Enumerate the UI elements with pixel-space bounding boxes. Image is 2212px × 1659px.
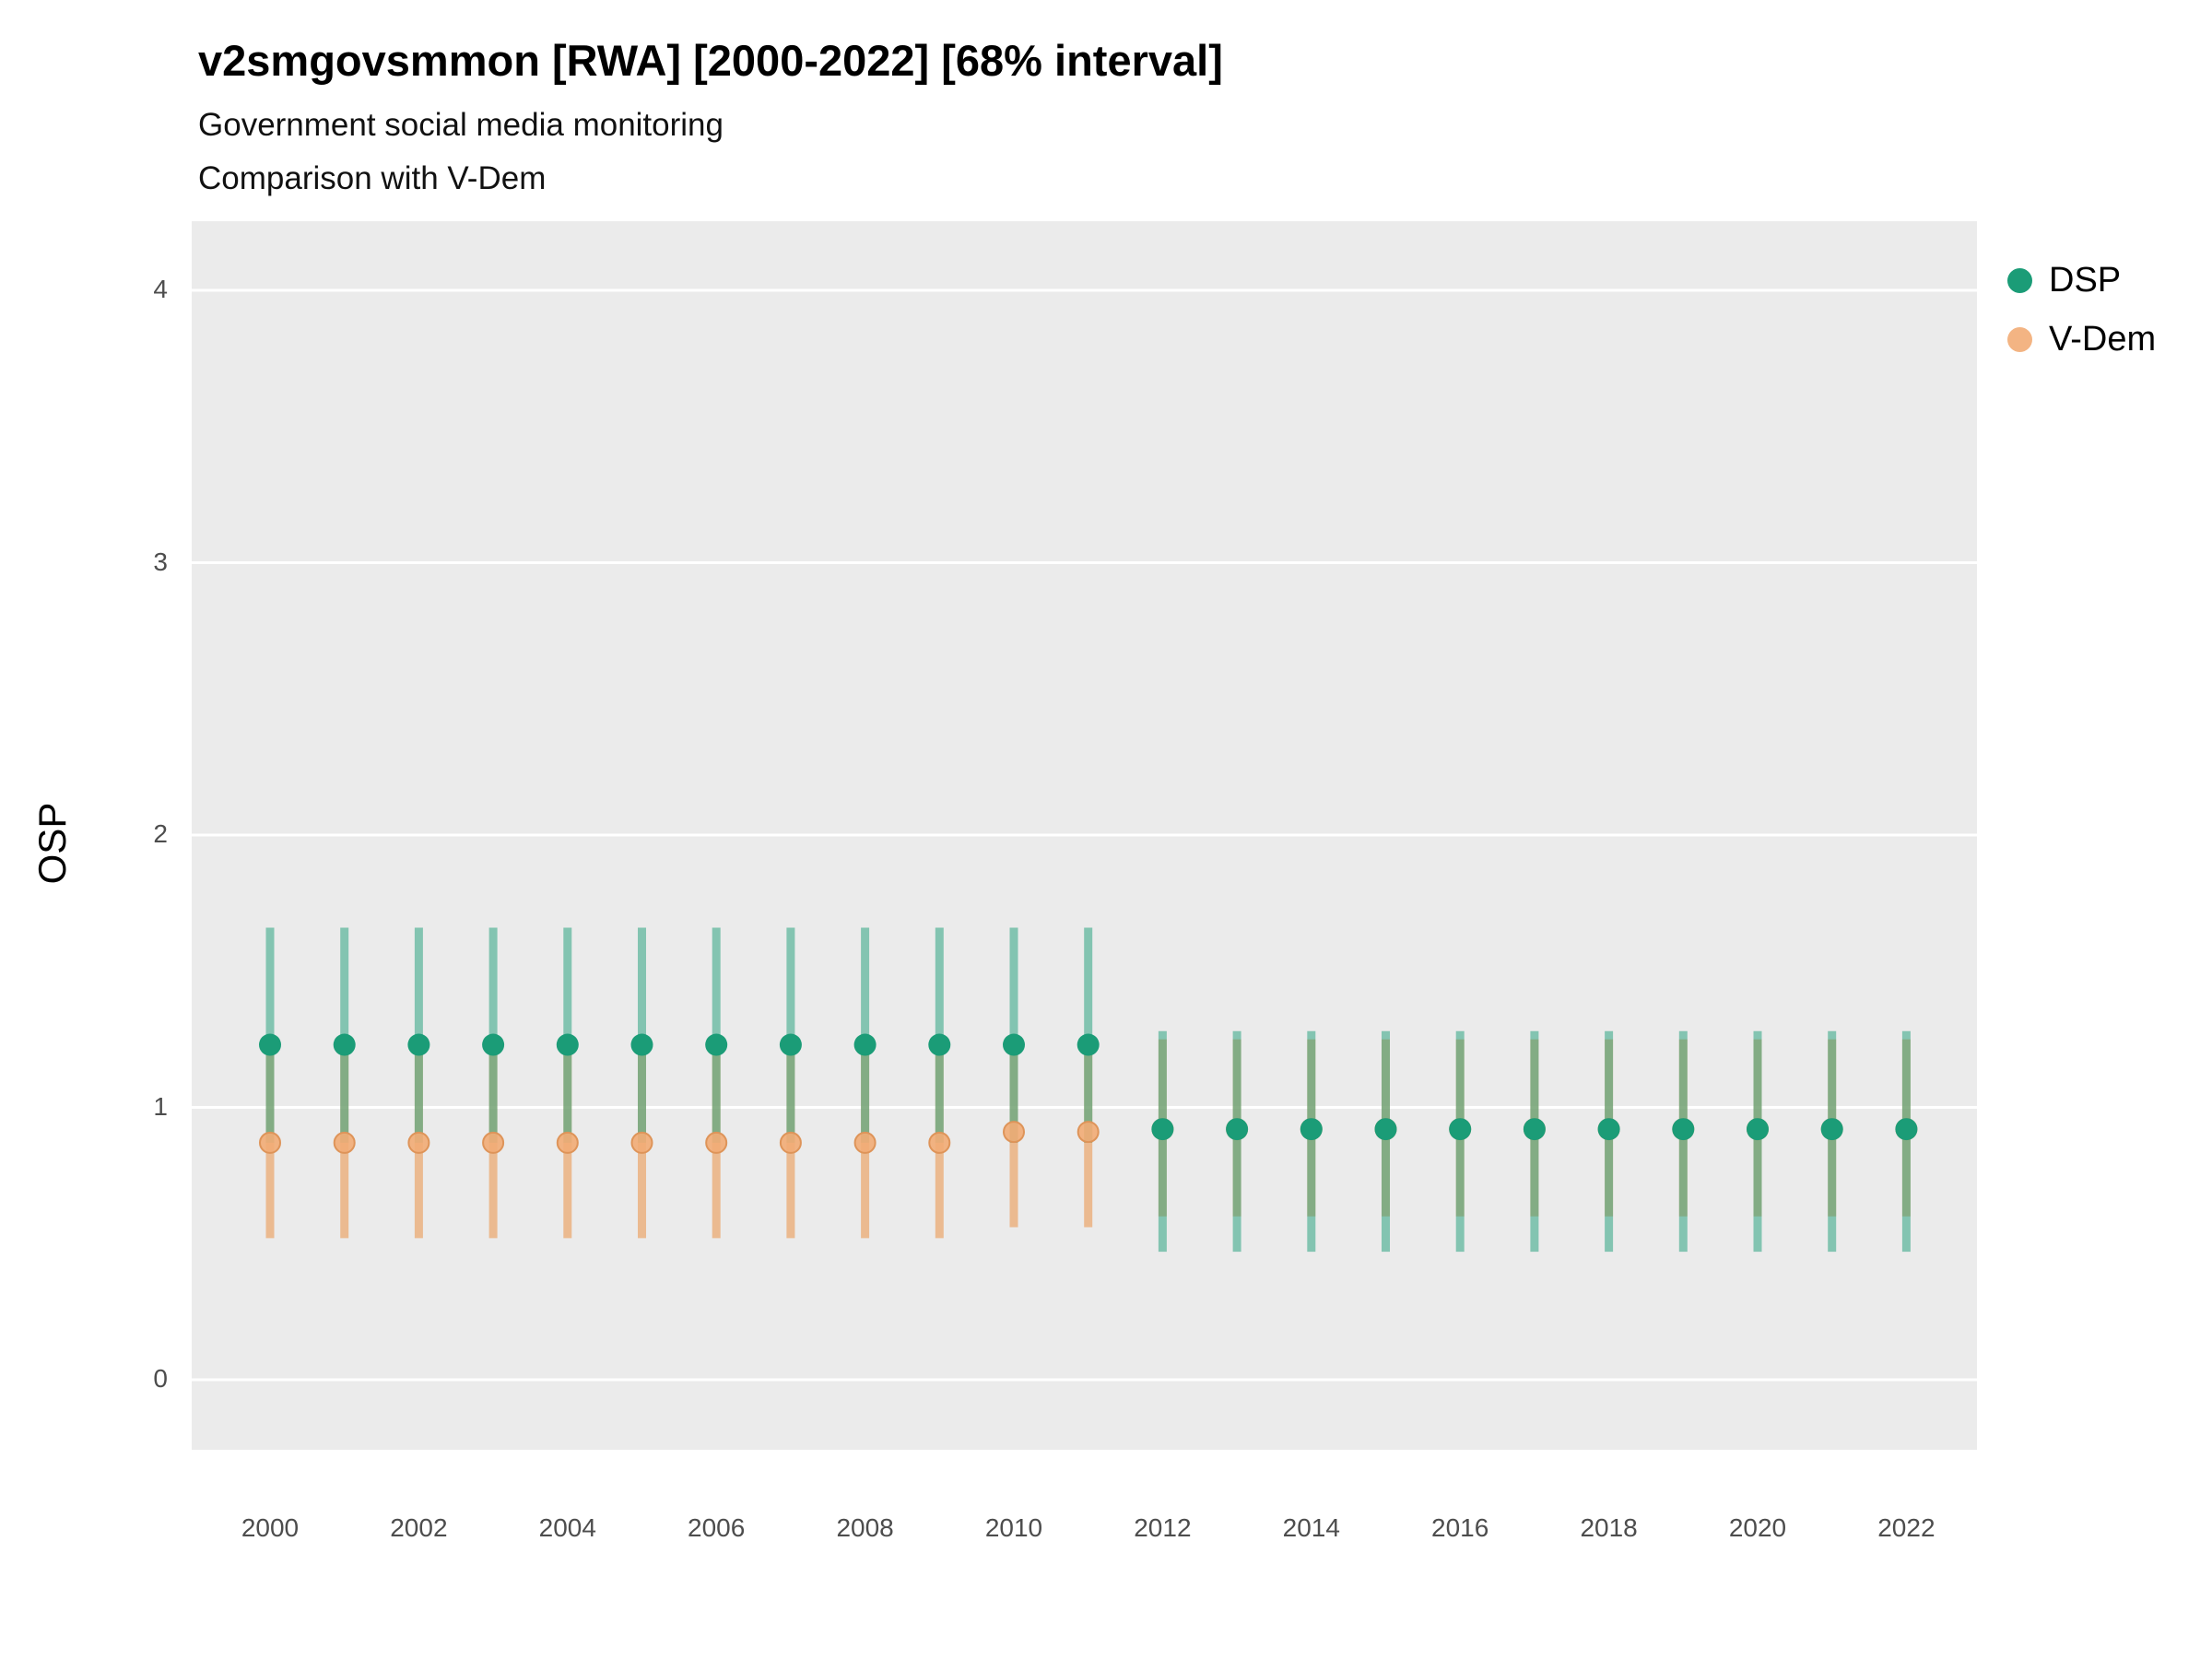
- dsp-point: [1747, 1118, 1769, 1141]
- y-tick-label: 3: [153, 547, 168, 576]
- y-axis-label: OSP: [30, 802, 74, 885]
- chart-subtitle-2: Comparison with V-Dem: [198, 160, 547, 196]
- y-tick-label: 4: [153, 275, 168, 303]
- x-tick-label: 2008: [836, 1513, 894, 1542]
- dsp-point: [1449, 1118, 1472, 1141]
- legend-item-vdem: V-Dem: [2007, 310, 2156, 369]
- vdem-point: [407, 1131, 430, 1154]
- legend-label-vdem: V-Dem: [2049, 319, 2157, 359]
- vdem-legend-dot-icon: [2007, 326, 2032, 352]
- vdem-point: [1077, 1121, 1100, 1144]
- dsp-point: [1003, 1033, 1025, 1056]
- dsp-point: [1226, 1118, 1249, 1141]
- dsp-point: [556, 1033, 579, 1056]
- vdem-point: [630, 1131, 653, 1154]
- vdem-point: [928, 1131, 951, 1154]
- x-tick-label: 2012: [1134, 1513, 1192, 1542]
- dsp-point: [928, 1033, 951, 1056]
- x-tick-label: 2016: [1431, 1513, 1489, 1542]
- dsp-point: [705, 1033, 728, 1056]
- dsp-point: [630, 1033, 653, 1056]
- vdem-point: [705, 1131, 728, 1154]
- vdem-point: [259, 1131, 281, 1154]
- vdem-point: [853, 1131, 877, 1154]
- dsp-point: [1374, 1118, 1397, 1141]
- x-tick-label: 2014: [1282, 1513, 1340, 1542]
- dsp-point: [1523, 1118, 1546, 1141]
- y-tick-label: 0: [153, 1364, 168, 1393]
- dsp-point: [482, 1033, 505, 1056]
- dsp-point: [333, 1033, 356, 1056]
- y-tick-label: 1: [153, 1091, 168, 1121]
- chart-subtitle-1: Government social media monitoring: [198, 107, 724, 143]
- y-tick-label: 2: [153, 819, 168, 848]
- chart-title: v2smgovsmmon [RWA] [2000-2022] [68% inte…: [198, 36, 1223, 85]
- dsp-point: [407, 1033, 430, 1056]
- vdem-point: [779, 1131, 802, 1154]
- dsp-point: [1672, 1118, 1695, 1141]
- vdem-point: [1003, 1121, 1025, 1144]
- x-tick-label: 2020: [1728, 1513, 1787, 1542]
- dsp-point: [779, 1033, 802, 1056]
- legend: DSP V-Dem: [2007, 251, 2156, 369]
- x-tick-label: 2010: [984, 1513, 1043, 1542]
- legend-item-dsp: DSP: [2007, 251, 2156, 310]
- dsp-point: [1077, 1033, 1100, 1056]
- dsp-point: [259, 1033, 281, 1056]
- vdem-point: [556, 1131, 579, 1154]
- dsp-point: [1300, 1118, 1323, 1141]
- legend-label-dsp: DSP: [2049, 260, 2122, 300]
- x-tick-label: 2000: [241, 1513, 300, 1542]
- vdem-point: [333, 1131, 356, 1154]
- x-tick-label: 2018: [1580, 1513, 1638, 1542]
- dsp-point: [1895, 1118, 1918, 1141]
- vdem-point: [482, 1131, 505, 1154]
- pointrange-plot: [192, 288, 1977, 1382]
- dsp-point: [1597, 1118, 1620, 1141]
- x-tick-label: 2022: [1877, 1513, 1936, 1542]
- dsp-legend-dot-icon: [2007, 267, 2032, 293]
- dsp-point: [853, 1033, 877, 1056]
- x-tick-label: 2004: [538, 1513, 596, 1542]
- x-tick-label: 2006: [688, 1513, 746, 1542]
- dsp-point: [1820, 1118, 1843, 1141]
- x-tick-label: 2002: [390, 1513, 448, 1542]
- dsp-point: [1151, 1118, 1174, 1141]
